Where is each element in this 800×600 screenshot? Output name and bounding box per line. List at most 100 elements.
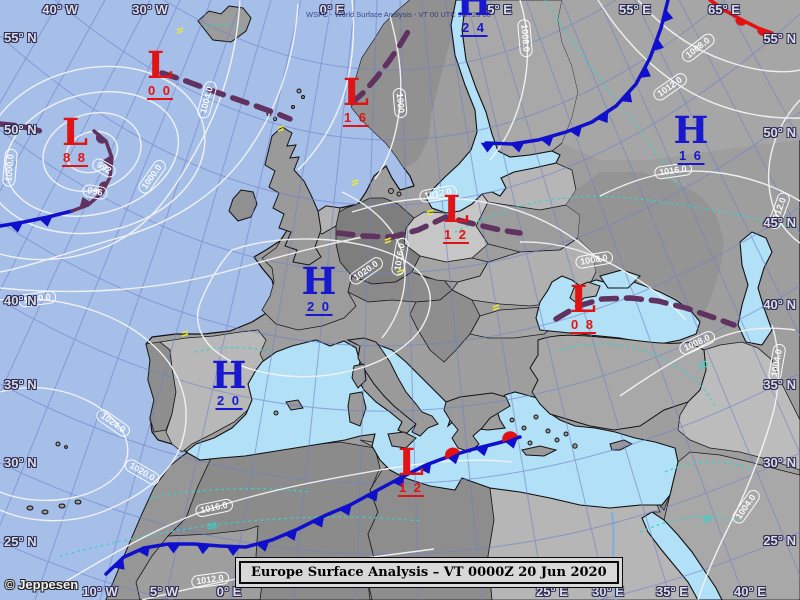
- pressure-letter: L: [569, 277, 597, 321]
- pressure-value: 2 4: [460, 20, 488, 37]
- chart-title: Europe Surface Analysis – VT 0000Z 20 Ju…: [251, 565, 607, 580]
- latitude-label: 50° N: [4, 122, 37, 137]
- crete: [521, 445, 558, 457]
- occluded-front-dashed-left-edge: [0, 121, 43, 134]
- occluded-front-dashed-norway: [349, 27, 412, 106]
- pressure-value: 2 0: [215, 393, 243, 410]
- cyprus: [609, 439, 634, 451]
- obs-symbol: [492, 304, 500, 311]
- obs-symbol: [384, 237, 392, 244]
- occluded-front-atlantic-low: [70, 129, 114, 213]
- sardinia: [347, 391, 367, 427]
- isobar-label: 1000: [392, 87, 408, 119]
- longitude-label: 25° E: [536, 584, 568, 599]
- crimea: [569, 281, 601, 305]
- obs-symbol: [351, 179, 359, 186]
- occluded-front-dashed-black-sea: [553, 295, 737, 328]
- sicily: [387, 431, 417, 449]
- longitude-label: 0° E: [216, 584, 242, 599]
- weather-fronts: [0, 0, 774, 576]
- occluded-front-dashed-atlantic: [159, 70, 293, 122]
- warm-bump-mediterranean-2: [502, 431, 518, 443]
- longitude-label: 30° E: [592, 584, 624, 599]
- obs-symbol: [181, 330, 189, 337]
- pressure-value: 2 0: [305, 299, 333, 316]
- longitude-label: 5° W: [149, 584, 179, 599]
- longitude-label: 40° W: [42, 2, 78, 17]
- latitude-label: 30° N: [763, 455, 796, 470]
- longitude-label: 10° W: [82, 584, 118, 599]
- latitude-label: 40° N: [4, 293, 37, 308]
- pressure-letter: H: [211, 353, 247, 397]
- cold-front-atlantic-west: [0, 209, 74, 233]
- country-shading: [105, 0, 800, 600]
- chart-title-box: Europe Surface Analysis – VT 0000Z 20 Ju…: [239, 561, 619, 584]
- ireland: [228, 189, 258, 222]
- latitude-label: 25° N: [763, 533, 796, 548]
- pressure-letter: L: [442, 187, 470, 231]
- thermal-label: 30: [206, 520, 218, 532]
- pressure-value: 1 2: [397, 480, 425, 497]
- italy: [346, 337, 439, 437]
- longitude-label: 55° E: [619, 2, 651, 17]
- pressure-letter: L: [342, 70, 370, 114]
- greece: [443, 392, 511, 453]
- latitude-label: 35° N: [763, 377, 796, 392]
- obs-symbol: [426, 209, 434, 216]
- pressure-value: 0 8: [569, 317, 597, 334]
- longitude-label: 30° W: [132, 2, 168, 17]
- longitude-label: 0° E: [319, 2, 345, 17]
- pressure-value: 1 2: [442, 227, 470, 244]
- pressure-value: 0 0: [146, 83, 174, 100]
- cold-front-mediterranean: [104, 435, 522, 576]
- latitude-label: 50° N: [763, 125, 796, 140]
- obs-symbol: [176, 27, 184, 34]
- latitude-label: 55° N: [4, 30, 37, 45]
- pressure-letter: H: [301, 259, 337, 303]
- pressure-letter: L: [146, 43, 174, 87]
- latitude-label: 25° N: [4, 534, 37, 549]
- latitude-label: 55° N: [763, 31, 796, 46]
- observation-symbols: [176, 27, 500, 337]
- baltic-sea: [425, 0, 561, 214]
- canary-islands: [26, 505, 34, 511]
- latitude-label: 40° N: [763, 297, 796, 312]
- pressure-letter: L: [397, 440, 425, 484]
- obs-symbol: [396, 269, 404, 276]
- occluded-front-dashed-central-europe: [335, 214, 523, 240]
- thermal-label: 30: [701, 513, 713, 525]
- latitude-label: 30° N: [4, 455, 37, 470]
- obs-symbol: [277, 125, 285, 132]
- pressure-value: 1 6: [342, 110, 370, 127]
- pressure-letter: L: [61, 110, 89, 154]
- pressure-letter: H: [673, 108, 709, 152]
- chart-header-text: WSFC - World Surface Analysis - VT 00 UT…: [306, 10, 491, 19]
- warm-front-top-right: [708, 0, 774, 36]
- nile-river: [611, 511, 617, 600]
- cold-front-northeast: [480, 0, 674, 153]
- pressure-letter: H: [456, 0, 492, 24]
- red-sea: [641, 511, 723, 600]
- longitude-label: 35° E: [480, 2, 512, 17]
- pressure-value: 8 8: [61, 150, 89, 167]
- longitude-label: 65° E: [708, 2, 740, 17]
- pressure-value: 1 6: [677, 148, 705, 165]
- warm-bump-mediterranean-1: [444, 447, 461, 460]
- longitude-label: 40° E: [734, 584, 766, 599]
- latitude-label: 45° N: [763, 215, 796, 230]
- longitude-label: 35° E: [656, 584, 688, 599]
- thermal-lines: [59, 0, 800, 557]
